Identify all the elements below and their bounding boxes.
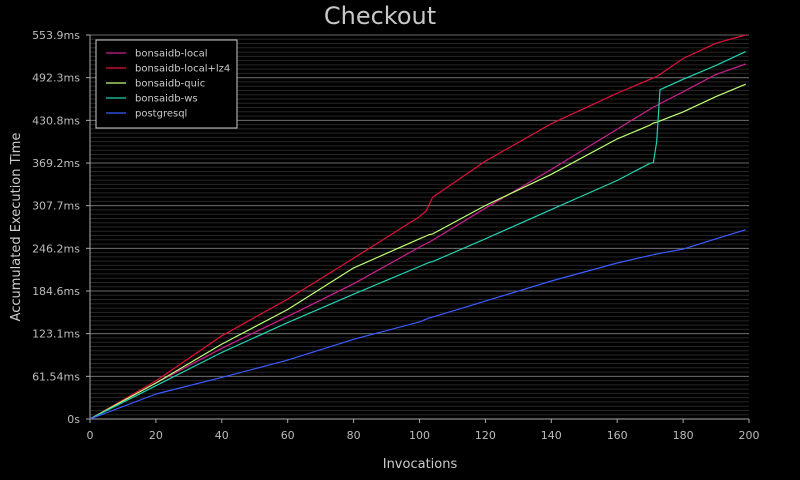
- chart-title: Checkout: [324, 2, 436, 30]
- y-axis-title: Accumulated Execution Time: [9, 133, 24, 322]
- x-tick-label: 0: [87, 429, 94, 442]
- y-tick-label: 492.3ms: [32, 72, 80, 85]
- x-tick-label: 160: [607, 429, 628, 442]
- x-tick-label: 200: [739, 429, 760, 442]
- series-line-bonsaidb-ws: [89, 51, 746, 420]
- legend-label: bonsaidb-ws: [135, 94, 198, 105]
- x-tick-label: 120: [475, 429, 496, 442]
- x-tick-label: 140: [541, 429, 562, 442]
- series-line-bonsaidb-local: [89, 63, 746, 420]
- y-tick-label: 0s: [67, 413, 80, 426]
- y-tick-label: 553.9ms: [32, 29, 80, 42]
- legend-label: bonsaidb-local: [135, 49, 208, 60]
- x-tick-label: 20: [149, 429, 163, 442]
- series-line-bonsaidb-quic: [89, 83, 746, 420]
- y-tick-label: 369.2ms: [32, 157, 80, 170]
- y-tick-label: 184.6ms: [32, 285, 80, 298]
- series-line-bonsaidb-local-lz4: [89, 34, 746, 420]
- legend: bonsaidb-local bonsaidb-local+lz4 bonsaidb…: [95, 39, 238, 129]
- series-line-postgresql: [89, 229, 746, 420]
- axis-layer: 0s 61.54ms 123.1ms 184.6ms 246.2ms 307.7ms 369…: [32, 29, 759, 442]
- legend-label: postgresql: [135, 109, 187, 120]
- y-tick-label: 61.54ms: [32, 370, 80, 383]
- x-axis-title: Invocations: [383, 457, 458, 472]
- y-tick-label: 123.1ms: [32, 328, 80, 341]
- y-tick-label: 246.2ms: [32, 242, 80, 255]
- series-layer: [89, 34, 746, 420]
- x-tick-label: 80: [347, 429, 361, 442]
- legend-label: bonsaidb-local+lz4: [135, 64, 230, 75]
- x-tick-label: 100: [409, 429, 430, 442]
- y-tick-label: 307.7ms: [32, 200, 80, 213]
- y-tick-label: 430.8ms: [32, 114, 80, 127]
- x-tick-label: 180: [673, 429, 694, 442]
- x-tick-label: 60: [281, 429, 295, 442]
- legend-label: bonsaidb-quic: [135, 79, 205, 90]
- grid-layer: [90, 34, 749, 420]
- x-tick-label: 40: [215, 429, 229, 442]
